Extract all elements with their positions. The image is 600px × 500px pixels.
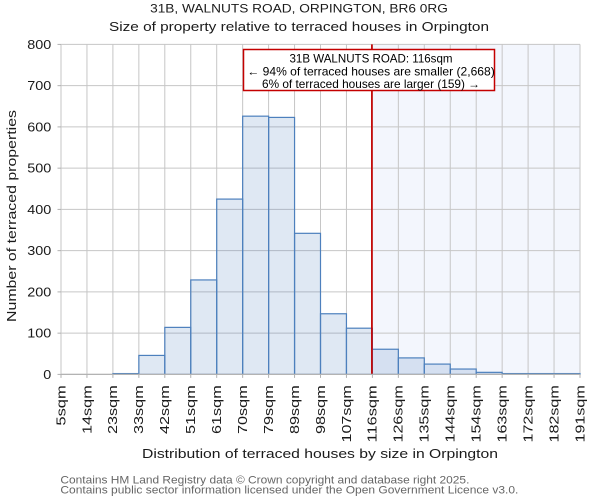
svg-text:51sqm: 51sqm: [183, 385, 198, 434]
svg-text:31B, WALNUTS ROAD, ORPINGTON,: 31B, WALNUTS ROAD, ORPINGTON, BR6 0RG: [150, 2, 448, 16]
svg-text:31B WALNUTS ROAD: 116sqm: 31B WALNUTS ROAD: 116sqm: [290, 51, 453, 65]
svg-text:135sqm: 135sqm: [417, 385, 432, 442]
svg-text:191sqm: 191sqm: [572, 385, 587, 442]
svg-text:600: 600: [27, 120, 51, 134]
svg-text:14sqm: 14sqm: [79, 385, 94, 434]
svg-text:23sqm: 23sqm: [105, 385, 120, 434]
svg-text:116sqm: 116sqm: [365, 385, 380, 442]
svg-text:89sqm: 89sqm: [287, 385, 302, 434]
svg-text:42sqm: 42sqm: [157, 385, 172, 434]
svg-text:100: 100: [27, 327, 51, 341]
svg-text:79sqm: 79sqm: [261, 385, 276, 434]
svg-text:107sqm: 107sqm: [339, 385, 354, 442]
svg-text:182sqm: 182sqm: [546, 385, 561, 442]
svg-text:33sqm: 33sqm: [131, 385, 146, 434]
svg-text:500: 500: [27, 162, 51, 176]
svg-text:98sqm: 98sqm: [313, 385, 328, 434]
svg-text:Size of property relative to t: Size of property relative to terraced ho…: [109, 19, 489, 34]
svg-text:163sqm: 163sqm: [494, 385, 509, 442]
svg-text:0: 0: [43, 368, 51, 382]
svg-text:← 94% of terraced houses are s: ← 94% of terraced houses are smaller (2,…: [247, 64, 495, 78]
svg-text:154sqm: 154sqm: [469, 385, 484, 442]
svg-text:700: 700: [27, 79, 51, 93]
svg-text:61sqm: 61sqm: [209, 385, 224, 434]
svg-text:5sqm: 5sqm: [53, 385, 68, 425]
svg-text:Number of terraced properties: Number of terraced properties: [4, 109, 19, 322]
svg-text:144sqm: 144sqm: [443, 385, 458, 442]
svg-text:Contains public sector informa: Contains public sector information licen…: [60, 485, 518, 497]
svg-text:70sqm: 70sqm: [235, 385, 250, 434]
svg-text:6% of terraced houses are larg: 6% of terraced houses are larger (159) →: [262, 77, 480, 91]
svg-text:Contains HM Land Registry data: Contains HM Land Registry data © Crown c…: [60, 475, 469, 487]
svg-text:Distribution of terraced house: Distribution of terraced houses by size …: [142, 446, 498, 461]
svg-text:200: 200: [27, 285, 51, 299]
svg-text:300: 300: [27, 244, 51, 258]
svg-text:400: 400: [27, 203, 51, 217]
svg-text:800: 800: [27, 38, 51, 52]
svg-text:172sqm: 172sqm: [520, 385, 535, 442]
svg-text:126sqm: 126sqm: [391, 385, 406, 442]
